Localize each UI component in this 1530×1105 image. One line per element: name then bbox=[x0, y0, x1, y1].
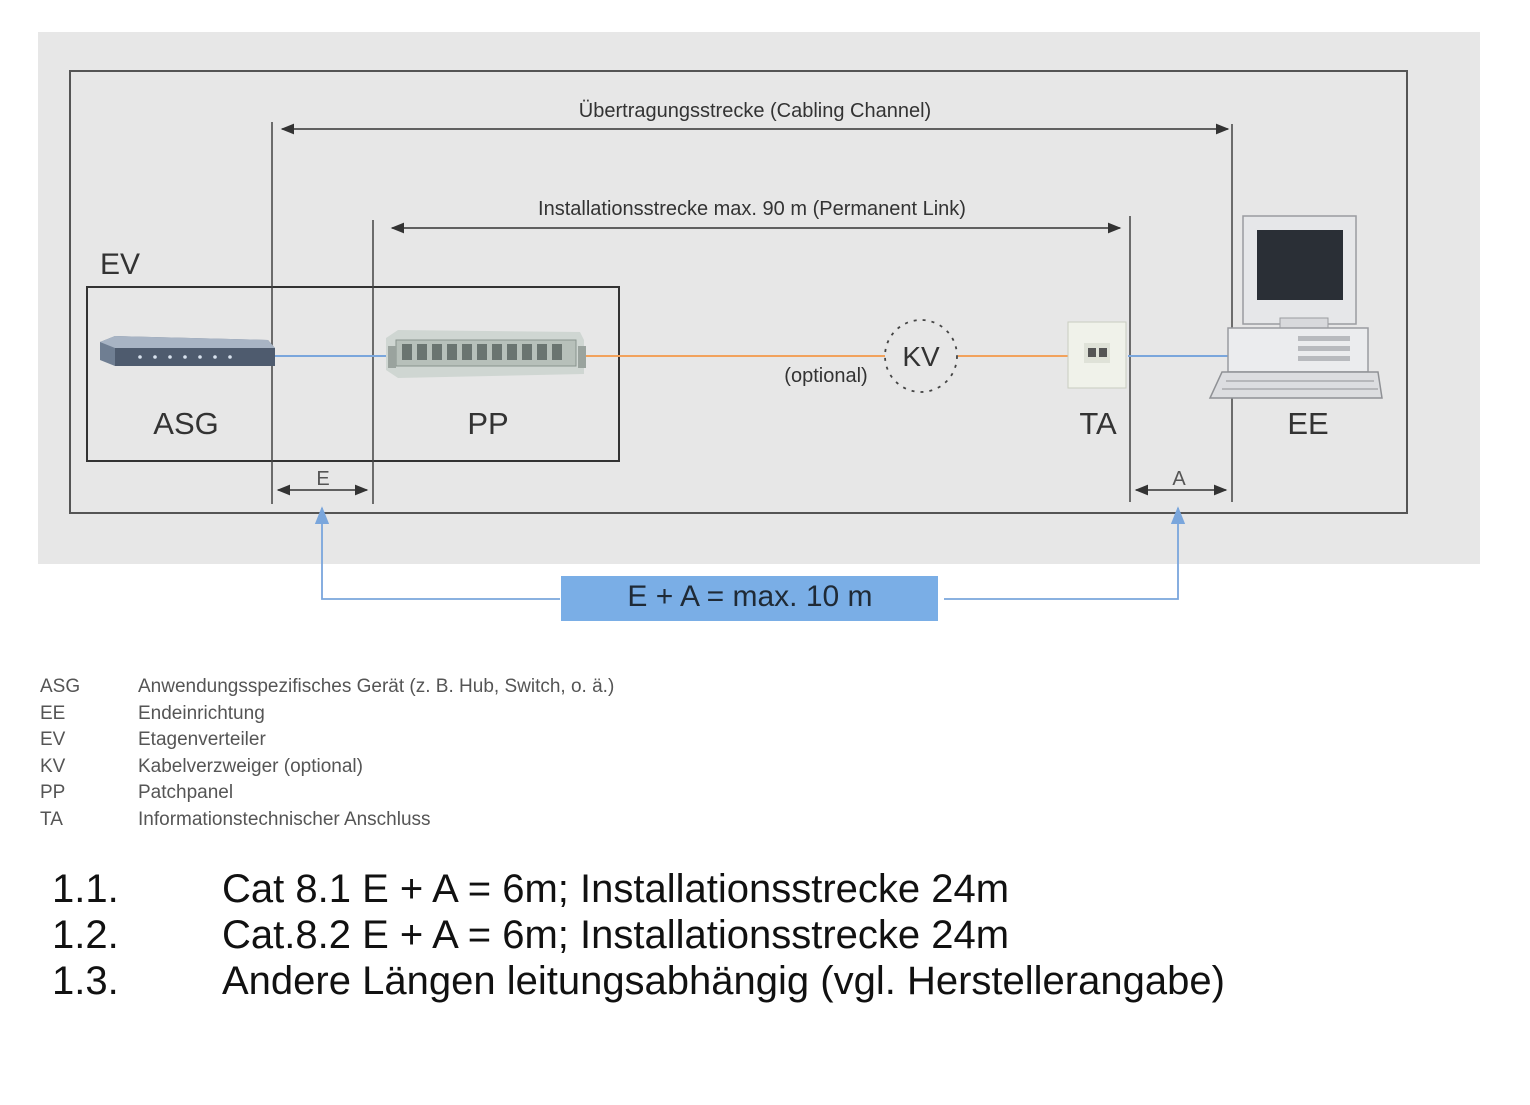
legend-text: Kabelverzweiger (optional) bbox=[138, 755, 363, 777]
notes-list: 1.1. Cat 8.1 E + A = 6m; Installationsstr… bbox=[52, 866, 1225, 1004]
kv-circle bbox=[884, 319, 958, 393]
note-item: 1.2. Cat.8.2 E + A = 6m; Installationsstr… bbox=[52, 912, 1225, 958]
legend-abbr: TA bbox=[40, 808, 63, 830]
legend-abbr: KV bbox=[40, 755, 66, 777]
wall-outlet-icon bbox=[1067, 321, 1127, 389]
note-item: 1.1. Cat 8.1 E + A = 6m; Installationsstr… bbox=[52, 866, 1225, 912]
note-number: 1.1. bbox=[52, 867, 119, 911]
legend-abbr: PP bbox=[40, 782, 66, 803]
ev-label: EV bbox=[100, 248, 140, 281]
kv-label: KV bbox=[902, 341, 940, 372]
diagram-background bbox=[38, 32, 1480, 564]
a-label: A bbox=[1172, 468, 1186, 490]
sum-box bbox=[561, 576, 938, 621]
legend-row: ASG Anwendungsspezifisches Gerät (z. B. H… bbox=[40, 674, 614, 701]
legend: ASG Anwendungsspezifisches Gerät (z. B. H… bbox=[40, 674, 614, 833]
note-number: 1.3. bbox=[52, 959, 119, 1003]
legend-row: KV Kabelverzweiger (optional) bbox=[40, 754, 614, 781]
legend-abbr: EV bbox=[40, 729, 66, 750]
legend-text: Informationstechnischer Anschluss bbox=[138, 808, 431, 830]
cabling-diagram: Übertragungsstrecke (Cabling Channel) In… bbox=[38, 32, 1480, 621]
permanent-link-label: Installationsstrecke max. 90 m (Permanen… bbox=[538, 198, 966, 220]
note-item: 1.3. Andere Längen leitungsabhängig (vgl.… bbox=[52, 958, 1225, 1004]
channel-label: Übertragungsstrecke (Cabling Channel) bbox=[579, 100, 931, 122]
legend-abbr: ASG bbox=[40, 676, 81, 697]
patch-panel-icon bbox=[386, 330, 586, 378]
ta-label: TA bbox=[1079, 406, 1117, 441]
legend-row: TA Informationstechnischer Anschluss bbox=[40, 807, 614, 834]
computer-icon bbox=[1208, 215, 1383, 399]
sum-connector-left bbox=[314, 506, 560, 600]
sum-label: E + A = max. 10 m bbox=[627, 580, 872, 613]
legend-text: Etagenverteiler bbox=[138, 729, 266, 750]
ee-label: EE bbox=[1287, 406, 1328, 441]
legend-row: EE Endeinrichtung bbox=[40, 701, 614, 728]
note-text: Cat 8.1 E + A = 6m; Installationsstrecke… bbox=[222, 867, 1010, 911]
outer-frame bbox=[69, 70, 1408, 514]
kv-optional-label: (optional) bbox=[784, 365, 867, 387]
pp-label: PP bbox=[467, 406, 508, 441]
legend-text: Patchpanel bbox=[138, 782, 234, 803]
legend-abbr: EE bbox=[40, 702, 66, 724]
legend-row: EV Etagenverteiler bbox=[40, 727, 614, 754]
sum-connector-right bbox=[944, 506, 1186, 600]
legend-text: Endeinrichtung bbox=[138, 702, 265, 724]
asg-label: ASG bbox=[153, 406, 218, 441]
note-text: Andere Längen leitungsabhängig (vgl. Her… bbox=[222, 959, 1225, 1003]
e-label: E bbox=[316, 468, 329, 490]
legend-text: Anwendungsspezifisches Gerät (z. B. Hub,… bbox=[138, 676, 615, 697]
switch-icon bbox=[100, 336, 275, 366]
note-number: 1.2. bbox=[52, 913, 119, 957]
note-text: Cat.8.2 E + A = 6m; Installationsstrecke… bbox=[222, 913, 1010, 957]
legend-row: PP Patchpanel bbox=[40, 780, 614, 807]
ev-box bbox=[86, 286, 620, 462]
